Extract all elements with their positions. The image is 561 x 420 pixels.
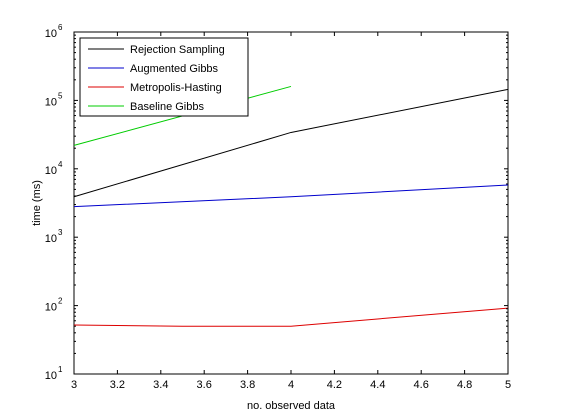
y-axis-label: time (ms) — [31, 180, 43, 226]
x-tick-label: 4.6 — [414, 379, 429, 391]
y-tick-label: 10 — [45, 165, 57, 177]
legend-entry: Metropolis-Hasting — [130, 82, 222, 94]
legend-box — [79, 37, 249, 117]
y-tick-label: 10 — [45, 302, 57, 314]
y-tick-exponent: 6 — [58, 23, 63, 32]
x-axis-ticks: 3 3.2 3.4 3.6 3.8 4 4.2 4.4 4.6 4.8 5 — [71, 32, 511, 391]
y-tick-label: 10 — [45, 370, 57, 382]
y-tick-label: 10 — [45, 28, 57, 40]
y-tick-label: 10 — [45, 233, 57, 245]
x-tick-label: 3 — [71, 379, 77, 391]
x-tick-label: 3.6 — [197, 379, 212, 391]
series-line-1 — [73, 184, 509, 208]
x-tick-label: 4 — [288, 379, 294, 391]
series-line-0 — [73, 88, 509, 198]
y-tick-label: 10 — [45, 96, 57, 108]
y-tick-exponent: 4 — [58, 160, 63, 169]
x-tick-label: 4.4 — [370, 379, 385, 391]
y-tick-exponent: 3 — [58, 228, 63, 237]
x-tick-label: 3.8 — [240, 379, 255, 391]
x-tick-label: 3.4 — [153, 379, 168, 391]
x-axis-label: no. observed data — [247, 400, 336, 412]
series-line-2 — [73, 307, 509, 327]
y-tick-exponent: 5 — [58, 91, 63, 100]
legend-entry: Baseline Gibbs — [130, 101, 204, 113]
x-tick-label: 3.2 — [110, 379, 125, 391]
x-tick-label: 5 — [505, 379, 511, 391]
y-tick-exponent: 1 — [58, 365, 63, 374]
legend-entry: Augmented Gibbs — [130, 63, 219, 75]
y-tick-exponent: 2 — [58, 297, 63, 306]
x-tick-label: 4.2 — [327, 379, 342, 391]
legend: Rejection Sampling Augmented Gibbs Metropo… — [79, 37, 249, 117]
legend-entry: Rejection Sampling — [130, 44, 225, 56]
x-tick-label: 4.8 — [457, 379, 472, 391]
